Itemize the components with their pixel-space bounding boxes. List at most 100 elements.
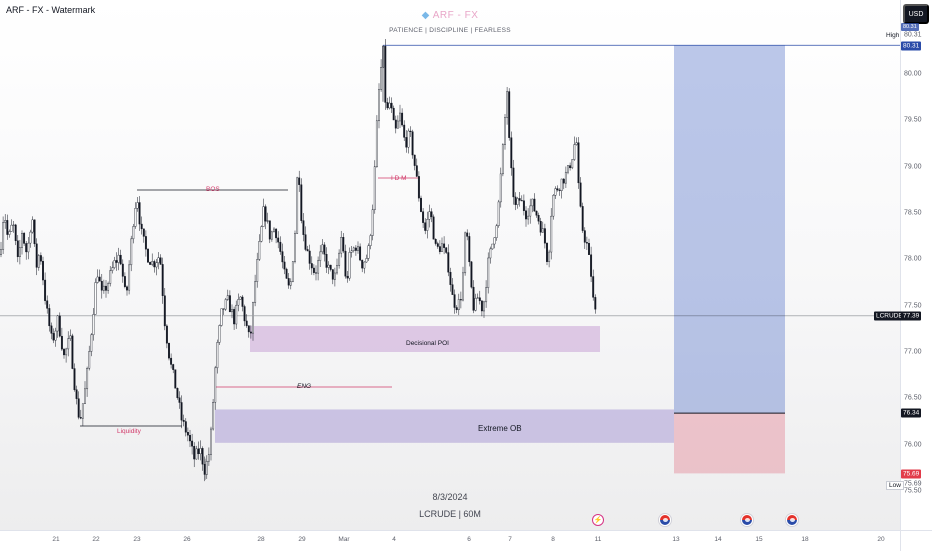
candle-up bbox=[113, 260, 116, 268]
high-label: High bbox=[886, 32, 900, 39]
candle-down bbox=[453, 294, 456, 308]
candle-down bbox=[539, 220, 542, 233]
candle-up bbox=[29, 231, 32, 244]
candle-down bbox=[300, 184, 303, 221]
candle-down bbox=[420, 197, 422, 212]
candle-up bbox=[336, 265, 338, 274]
candle-down bbox=[459, 299, 462, 301]
candle-up bbox=[207, 454, 210, 462]
lightning-icon[interactable]: ⚡ bbox=[592, 514, 604, 526]
candle-down bbox=[46, 300, 49, 309]
candle-down bbox=[594, 297, 597, 310]
candle-down bbox=[514, 196, 517, 205]
candle-up bbox=[235, 304, 238, 325]
entry-price-tag: 76.34 bbox=[901, 408, 922, 418]
time-tick: Mar bbox=[338, 536, 350, 543]
candle-up bbox=[231, 309, 233, 313]
candle-up bbox=[37, 255, 40, 268]
candle-up bbox=[327, 264, 330, 268]
candle-up bbox=[109, 270, 112, 284]
high-price-tag: 80.31 bbox=[901, 41, 922, 51]
candle-down bbox=[168, 342, 170, 359]
time-tick: 20 bbox=[877, 536, 885, 543]
candle-up bbox=[107, 283, 110, 291]
candle-down bbox=[23, 232, 26, 244]
candle-up bbox=[157, 257, 160, 263]
candle-up bbox=[8, 231, 11, 235]
candle-up bbox=[151, 261, 154, 265]
candle-down bbox=[147, 248, 149, 263]
candle-down bbox=[436, 243, 439, 247]
candle-up bbox=[399, 112, 401, 122]
candle-down bbox=[390, 102, 393, 109]
candle-down bbox=[184, 421, 187, 433]
idm-label: I D M bbox=[391, 175, 407, 182]
candle-down bbox=[562, 178, 565, 184]
us-flag-icon[interactable] bbox=[741, 514, 753, 526]
candle-up bbox=[88, 351, 91, 369]
candle-down bbox=[285, 268, 288, 279]
low-price-readout: 75.69 bbox=[904, 480, 922, 488]
currency-button[interactable]: USD bbox=[903, 4, 929, 24]
candle-down bbox=[445, 247, 448, 253]
candle-up bbox=[550, 215, 553, 253]
chart-plot-area[interactable] bbox=[0, 0, 900, 530]
us-flag-icon[interactable] bbox=[786, 514, 798, 526]
candle-down bbox=[323, 244, 326, 255]
watermark-brand-text: ARF - FX bbox=[432, 10, 479, 21]
candle-down bbox=[447, 252, 450, 273]
candle-down bbox=[142, 228, 145, 237]
candle-down bbox=[361, 259, 364, 269]
candle-up bbox=[94, 282, 97, 315]
price-axis[interactable] bbox=[900, 0, 932, 530]
candle-down bbox=[585, 242, 588, 244]
candle-up bbox=[84, 388, 86, 404]
candle-down bbox=[455, 307, 458, 311]
candle-down bbox=[277, 237, 280, 243]
candle-up bbox=[457, 299, 460, 311]
candle-down bbox=[50, 325, 53, 334]
candle-up bbox=[262, 206, 265, 227]
time-tick: 18 bbox=[801, 536, 809, 543]
candle-up bbox=[319, 251, 322, 261]
liquidity-label: Liquidity bbox=[117, 428, 141, 435]
candle-down bbox=[310, 263, 313, 269]
candle-up bbox=[575, 142, 578, 145]
candle-down bbox=[33, 219, 36, 245]
price-chart[interactable] bbox=[0, 0, 900, 530]
time-axis[interactable] bbox=[0, 530, 900, 551]
candle-down bbox=[415, 165, 418, 177]
candle-down bbox=[520, 200, 523, 202]
candle-down bbox=[60, 335, 63, 350]
time-tick: 21 bbox=[52, 536, 60, 543]
candle-down bbox=[249, 331, 252, 334]
candle-down bbox=[470, 261, 473, 288]
candle-down bbox=[144, 236, 147, 250]
watermark-symbol: LCRUDE | 60M bbox=[419, 509, 481, 519]
candle-up bbox=[552, 195, 555, 217]
candle-down bbox=[283, 261, 286, 270]
candle-down bbox=[176, 388, 179, 398]
time-tick: 14 bbox=[714, 536, 722, 543]
candle-down bbox=[140, 223, 143, 230]
candle-down bbox=[44, 279, 47, 301]
candle-down bbox=[98, 276, 101, 282]
candle-up bbox=[256, 259, 259, 282]
candle-down bbox=[75, 389, 78, 399]
candle-down bbox=[518, 198, 521, 201]
candle-down bbox=[525, 210, 527, 220]
candle-down bbox=[569, 165, 572, 169]
candle-up bbox=[224, 299, 227, 310]
candle-up bbox=[363, 261, 366, 269]
time-tick: 15 bbox=[755, 536, 763, 543]
candle-up bbox=[548, 251, 551, 262]
candle-down bbox=[537, 215, 540, 222]
candle-down bbox=[590, 254, 593, 277]
candle-up bbox=[81, 403, 84, 419]
candle-up bbox=[573, 144, 576, 160]
candle-down bbox=[193, 446, 196, 460]
price-tick: 79.50 bbox=[904, 116, 922, 124]
us-flag-icon[interactable] bbox=[659, 514, 671, 526]
candle-down bbox=[384, 45, 387, 103]
candle-down bbox=[438, 246, 441, 252]
